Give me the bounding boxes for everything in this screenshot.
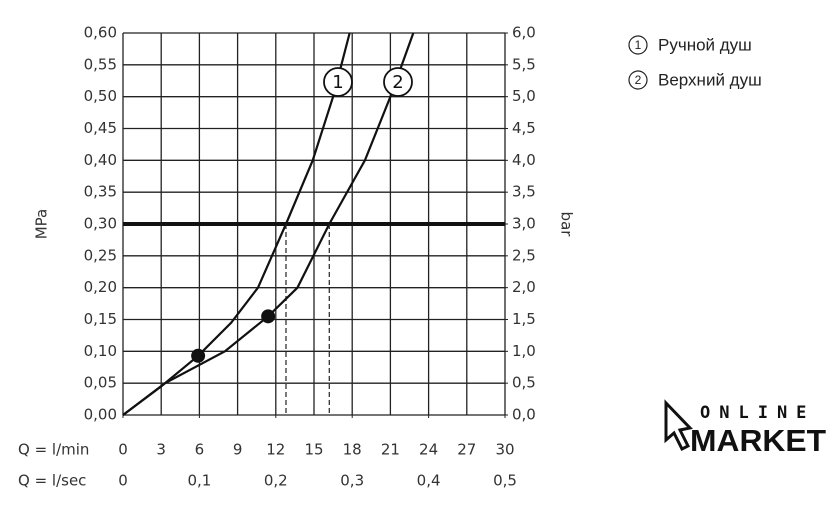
x-tick-label: 9: [233, 441, 243, 459]
y2-tick-label: 2,5: [512, 246, 536, 264]
legend-label: Ручной душ: [658, 35, 752, 54]
x-tick-label: 30: [495, 441, 514, 459]
y2-tick-label: 1,0: [512, 342, 536, 360]
y-tick-label: 0,15: [84, 310, 117, 328]
legend-marker-label: 2: [635, 73, 642, 87]
x-axis-title: Q = l/min: [18, 441, 89, 459]
logo-line2: MARKET: [690, 423, 826, 458]
y-tick-label: 0,35: [84, 183, 117, 201]
curve-label: 1: [332, 72, 343, 93]
x2-axis-title: Q = l/sec: [18, 472, 86, 490]
x-tick-label: 15: [304, 441, 323, 459]
x2-tick-label: 0: [118, 472, 128, 490]
logo-line1: ONLINE: [700, 403, 815, 423]
y2-tick-label: 0,5: [512, 374, 536, 392]
x2-tick-label: 0,5: [493, 472, 517, 490]
series-line: [122, 32, 351, 416]
x2-tick-label: 0,1: [187, 472, 211, 490]
watermark: ONLINE MARKET: [664, 399, 826, 458]
legend-marker: [628, 35, 648, 55]
curve-label-circle: [383, 67, 413, 97]
x2-tick-label: 0,4: [417, 472, 441, 490]
y-tick-label: 0,60: [84, 24, 117, 42]
y-tick-label: 0,55: [84, 55, 117, 73]
y-tick-label: 0,00: [84, 406, 117, 424]
y2-tick-label: 6,0: [512, 24, 536, 42]
y2-tick-label: 2,0: [512, 278, 536, 296]
y-tick-label: 0,05: [84, 374, 117, 392]
y-tick-label: 0,50: [84, 87, 117, 105]
x-tick-label: 3: [156, 441, 166, 459]
y-tick-label: 0,10: [84, 342, 117, 360]
y2-tick-label: 0,0: [512, 406, 536, 424]
point: [191, 348, 206, 363]
y2-tick-label: 1,5: [512, 310, 536, 328]
y-tick-label: 0,20: [84, 278, 117, 296]
x-tick-label: 27: [457, 441, 476, 459]
legend-marker: [628, 70, 648, 90]
y-tick-label: 0,25: [84, 246, 117, 264]
y-axis-title: MPa: [33, 209, 51, 240]
y2-tick-label: 5,5: [512, 55, 536, 73]
legend: 1 Ручной душ 2 Верхний душ: [628, 35, 762, 90]
legend-label: Верхний душ: [658, 70, 762, 89]
y-tick-label: 0,45: [84, 119, 117, 137]
x-tick-label: 18: [343, 441, 362, 459]
point: [261, 309, 276, 324]
x-tick-label: 6: [195, 441, 205, 459]
x-tick-label: 21: [381, 441, 400, 459]
y2-tick-label: 4,0: [512, 151, 536, 169]
legend-marker-label: 1: [635, 38, 642, 52]
x-tick-label: 24: [419, 441, 438, 459]
y-tick-label: 0,40: [84, 151, 117, 169]
series-line: [122, 32, 415, 416]
curve-label: 2: [392, 72, 403, 93]
x-tick-label: 12: [266, 441, 285, 459]
curve-label-circle: [323, 67, 353, 97]
y2-tick-label: 3,0: [512, 215, 536, 233]
y2-tick-label: 3,5: [512, 183, 536, 201]
x-tick-label: 0: [118, 441, 128, 459]
y-tick-label: 0,30: [84, 215, 117, 233]
y2-tick-label: 5,0: [512, 87, 536, 105]
logo-cursor: [664, 399, 693, 452]
x2-tick-label: 0,3: [340, 472, 364, 490]
y2-axis-title: bar: [558, 212, 576, 238]
x2-tick-label: 0,2: [264, 472, 288, 490]
y2-tick-label: 4,5: [512, 119, 536, 137]
